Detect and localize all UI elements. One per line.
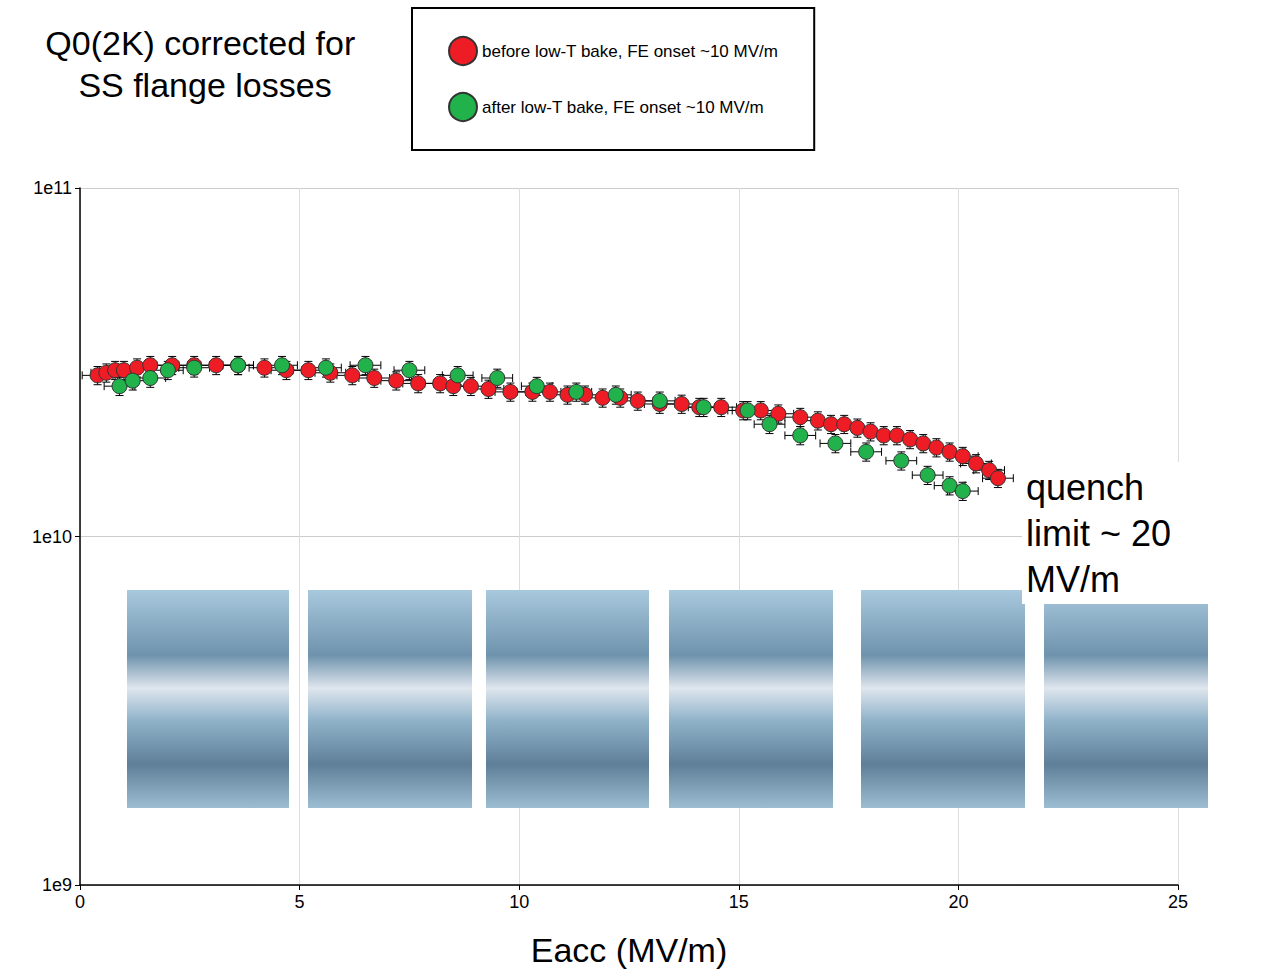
svg-text:0: 0 xyxy=(75,892,85,912)
svg-text:SS flange losses: SS flange losses xyxy=(78,66,331,104)
svg-text:20: 20 xyxy=(948,892,968,912)
svg-text:5: 5 xyxy=(295,892,305,912)
svg-text:limit ~ 20: limit ~ 20 xyxy=(1026,513,1181,554)
svg-text:Eacc (MV/m): Eacc (MV/m) xyxy=(531,931,727,969)
svg-text:Q0(2K) corrected for: Q0(2K) corrected for xyxy=(45,24,364,62)
svg-text:10: 10 xyxy=(509,892,529,912)
svg-text:15: 15 xyxy=(729,892,749,912)
svg-text:before low-T bake, FE onset ~1: before low-T bake, FE onset ~10 MV/m xyxy=(482,42,778,61)
svg-text:1e11: 1e11 xyxy=(33,178,72,198)
svg-text:quench: quench xyxy=(1026,467,1154,508)
svg-text:25: 25 xyxy=(1168,892,1188,912)
svg-text:1e9: 1e9 xyxy=(42,875,72,895)
svg-text:MV/m: MV/m xyxy=(1026,559,1120,600)
svg-text:after low-T bake, FE onset ~10: after low-T bake, FE onset ~10 MV/m xyxy=(482,98,764,117)
svg-text:1e10: 1e10 xyxy=(32,527,72,547)
